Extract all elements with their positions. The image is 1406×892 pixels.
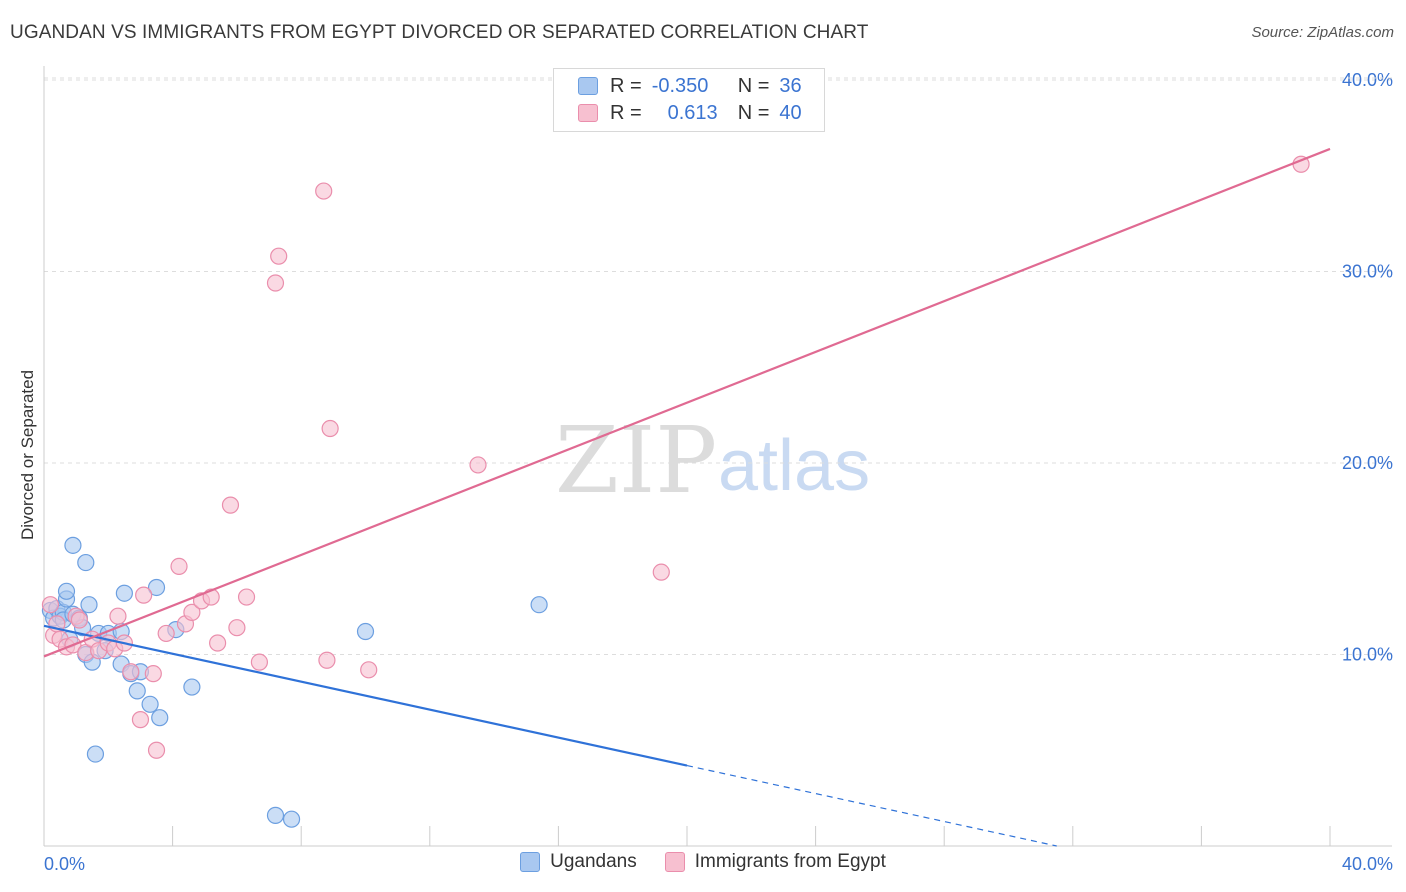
y-tick-label: 20.0% xyxy=(1342,453,1393,473)
point-egypt xyxy=(652,563,670,581)
legend-r-label: R = xyxy=(610,74,642,97)
point-egypt xyxy=(321,419,339,438)
y-axis-label: Divorced or Separated xyxy=(18,369,37,541)
point-egypt xyxy=(122,663,140,681)
point-ugandans xyxy=(183,678,201,696)
chart-title: UGANDAN VS IMMIGRANTS FROM EGYPT DIVORCE… xyxy=(10,22,869,43)
point-egypt xyxy=(250,653,269,671)
legend-r-label: R = xyxy=(610,101,642,124)
legend-swatch-egypt xyxy=(578,104,598,122)
legend-swatch-ugandans xyxy=(520,852,541,872)
point-egypt xyxy=(315,182,333,200)
point-egypt xyxy=(183,603,201,621)
point-egypt xyxy=(360,661,378,679)
legend-n-label: N = xyxy=(737,74,770,97)
source-label: Source: ZipAtlas.com xyxy=(1251,24,1394,41)
point-egypt xyxy=(237,588,256,606)
point-egypt xyxy=(131,711,150,729)
point-ugandans xyxy=(147,578,166,597)
point-ugandans xyxy=(141,695,159,713)
legend-swatch-ugandans xyxy=(578,77,598,95)
point-egypt xyxy=(266,274,285,292)
legend-row-egypt: R = 0.613 N = 40 xyxy=(554,100,802,126)
legend-r-value: -0.350 xyxy=(651,74,709,97)
point-egypt xyxy=(157,624,175,643)
legend-n-value: 36 xyxy=(779,74,802,97)
legend-n-value: 40 xyxy=(779,101,802,124)
point-egypt xyxy=(270,247,288,265)
point-egypt xyxy=(228,619,246,637)
point-ugandans xyxy=(80,596,98,614)
watermark-zip: ZIP xyxy=(555,407,717,514)
trendline-egypt xyxy=(43,147,1331,658)
point-egypt xyxy=(135,586,153,604)
point-ugandans xyxy=(128,682,146,700)
y-tick-label: 40.0% xyxy=(1342,70,1393,90)
legend-label-egypt: Immigrants from Egypt xyxy=(694,851,886,872)
legend-label-ugandans: Ugandans xyxy=(550,851,637,872)
point-ugandans xyxy=(282,810,301,828)
trendline-ugandans-extension xyxy=(686,764,1057,847)
point-egypt xyxy=(109,607,127,625)
legend-item-ugandans: Ugandans xyxy=(520,851,637,873)
legend-r-value: 0.613 xyxy=(667,101,718,124)
point-egypt xyxy=(147,741,166,759)
point-egypt xyxy=(70,611,88,629)
stats-legend: R = -0.350 N = 36 R = 0.613 N = 40 xyxy=(553,68,825,132)
y-tick-label: 30.0% xyxy=(1342,262,1393,282)
point-egypt xyxy=(221,496,240,514)
x-tick-label: 0.0% xyxy=(44,854,85,874)
point-egypt xyxy=(41,596,60,614)
legend-row-ugandans: R = -0.350 N = 36 xyxy=(554,73,802,99)
legend-n-label: N = xyxy=(737,101,770,124)
point-ugandans xyxy=(86,745,105,763)
watermark-atlas: atlas xyxy=(718,426,870,506)
series-legend: Ugandans Immigrants from Egypt xyxy=(0,851,1406,873)
point-ugandans xyxy=(115,584,133,602)
point-egypt xyxy=(318,651,336,669)
point-ugandans xyxy=(356,622,375,641)
y-tick-label: 10.0% xyxy=(1342,645,1393,665)
point-egypt xyxy=(170,557,188,576)
point-egypt xyxy=(209,634,227,652)
point-egypt xyxy=(144,665,162,683)
point-ugandans xyxy=(77,553,95,572)
point-ugandans xyxy=(64,536,82,554)
trendline-ugandans xyxy=(43,624,688,767)
point-ugandans xyxy=(151,709,169,727)
x-tick-label: 40.0% xyxy=(1342,854,1393,874)
point-egypt xyxy=(469,456,487,474)
legend-item-egypt: Immigrants from Egypt xyxy=(664,851,886,873)
point-ugandans xyxy=(266,806,285,824)
point-ugandans xyxy=(530,596,548,614)
legend-swatch-egypt xyxy=(664,852,685,872)
point-ugandans xyxy=(57,582,76,600)
